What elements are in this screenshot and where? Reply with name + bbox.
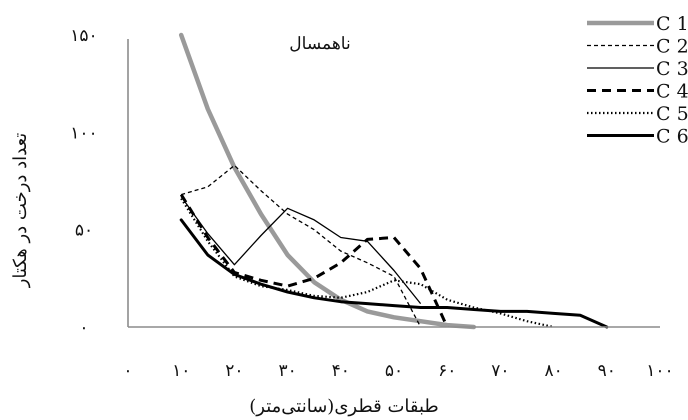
y-tick-labels: ۰ ۵۰ ۱۰۰ ۱۵۰ bbox=[70, 26, 97, 338]
legend-label-5: C 5 bbox=[656, 103, 688, 125]
x-tick-label: ۷۰ bbox=[491, 361, 509, 381]
x-tick-label: ۱۰۰ bbox=[646, 361, 673, 381]
chart-title: ناهمسال bbox=[289, 34, 350, 54]
legend-label-4: C 4 bbox=[656, 81, 688, 103]
y-tick-label: ۱۰۰ bbox=[70, 123, 97, 143]
legend-label-3: C 3 bbox=[656, 58, 688, 80]
x-tick-label: ۲۰ bbox=[225, 361, 243, 381]
x-tick-label: ۸۰ bbox=[544, 361, 562, 381]
y-tick-label: ۱۵۰ bbox=[70, 26, 97, 46]
y-tick-label: ۰ bbox=[79, 318, 88, 338]
x-tick-label: ۰ bbox=[123, 361, 132, 381]
x-tick-label: ۴۰ bbox=[332, 361, 350, 381]
series-line-2 bbox=[181, 164, 422, 328]
x-tick-label: ۶۰ bbox=[438, 361, 456, 381]
x-tick-label: ۳۰ bbox=[278, 361, 296, 381]
series-line-3 bbox=[180, 196, 422, 305]
series-line-1 bbox=[178, 32, 477, 330]
y-axis-title: تعداد درخت در هکتار bbox=[10, 133, 31, 289]
legend: C 1C 2C 3C 4C 5C 6 bbox=[587, 13, 688, 148]
series-line-4 bbox=[179, 193, 449, 328]
x-axis-title: طبقات قطری(سانتی‌متر) bbox=[249, 396, 438, 417]
x-tick-labels: ۰ ۱۰ ۲۰ ۳۰ ۴۰ ۵۰ ۶۰ ۷۰ ۸۰ ۹۰ ۱۰۰ bbox=[123, 361, 673, 381]
legend-label-1: C 1 bbox=[656, 13, 688, 35]
x-tick-label: ۵۰ bbox=[385, 361, 403, 381]
y-tick-label: ۵۰ bbox=[75, 221, 93, 241]
series-line-5 bbox=[180, 197, 554, 329]
x-tick-label: ۱۰ bbox=[172, 361, 190, 381]
x-tick-label: ۹۰ bbox=[598, 361, 616, 381]
legend-label-6: C 6 bbox=[656, 126, 688, 148]
legend-label-2: C 2 bbox=[656, 36, 688, 58]
series-layer bbox=[178, 32, 609, 330]
series-line-6 bbox=[179, 218, 609, 329]
